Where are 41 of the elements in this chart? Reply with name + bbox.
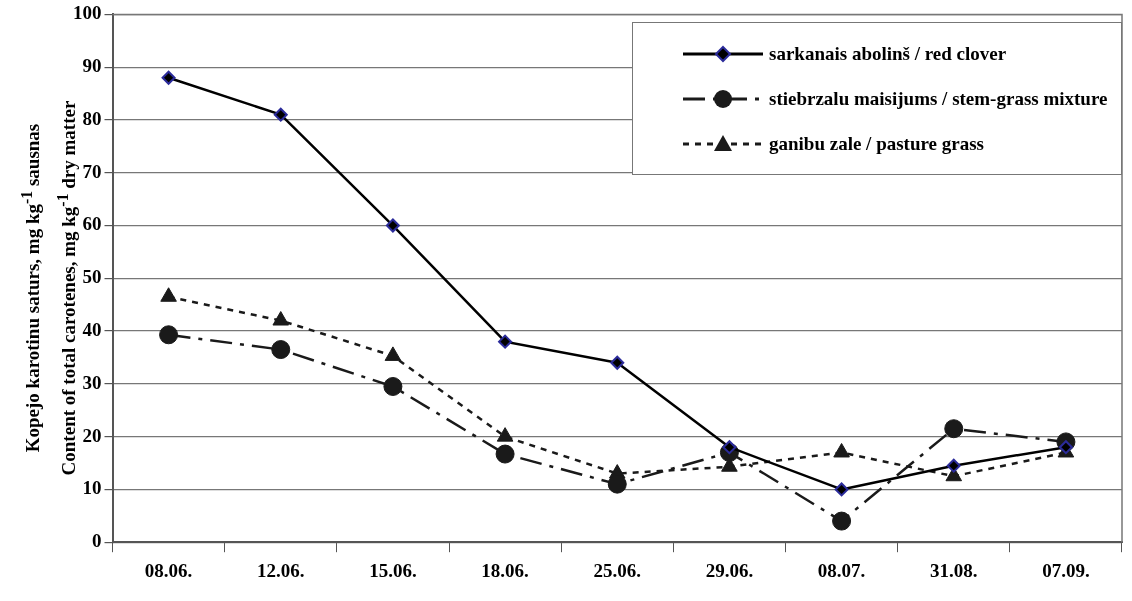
- x-tick-label: 15.06.: [369, 559, 417, 581]
- y-tick-label: 100: [73, 2, 102, 24]
- x-tick-label: 31.08.: [930, 559, 978, 581]
- point: [495, 444, 515, 464]
- point: [498, 334, 513, 349]
- point: [832, 511, 852, 531]
- point: [946, 458, 961, 473]
- x-tick-label: 08.06.: [144, 559, 193, 581]
- point: [383, 377, 403, 396]
- x-tick-label: 25.06.: [593, 559, 641, 581]
- y-tick-label: 90: [82, 55, 102, 77]
- y-tick-label: 70: [82, 160, 102, 182]
- y-tick-label: 50: [82, 266, 102, 288]
- point: [610, 355, 625, 370]
- point: [159, 325, 179, 345]
- y-tick-label: 30: [82, 371, 102, 393]
- x-tick-label: 12.06.: [257, 559, 305, 581]
- point: [385, 218, 400, 233]
- legend-label: ganibu zale / pasture grass: [769, 132, 985, 155]
- legend-label: sarkanais abolinš / red clover: [769, 42, 1007, 65]
- point: [273, 107, 288, 122]
- point: [160, 287, 177, 302]
- point: [161, 70, 176, 85]
- point: [272, 311, 290, 326]
- x-tick-label: 18.06.: [481, 559, 529, 581]
- y-tick-label: 40: [82, 318, 102, 340]
- y-tick-label: 60: [82, 213, 102, 235]
- y-tick-label: 80: [82, 107, 102, 129]
- point: [944, 419, 964, 439]
- x-tick-label: 08.07.: [817, 559, 866, 581]
- point: [496, 427, 514, 442]
- y-tick-label: 10: [82, 477, 102, 499]
- y-tick-label: 20: [82, 424, 102, 446]
- x-tick-label: 29.06.: [705, 559, 754, 581]
- point: [384, 346, 402, 361]
- legend-label: stiebrzalu maisijums / stem-grass mixture: [769, 87, 1108, 110]
- point: [833, 442, 850, 458]
- point: [834, 482, 849, 497]
- x-tick-label: 07.09.: [1042, 559, 1090, 581]
- y-tick-label: 0: [92, 530, 102, 552]
- point: [271, 340, 291, 360]
